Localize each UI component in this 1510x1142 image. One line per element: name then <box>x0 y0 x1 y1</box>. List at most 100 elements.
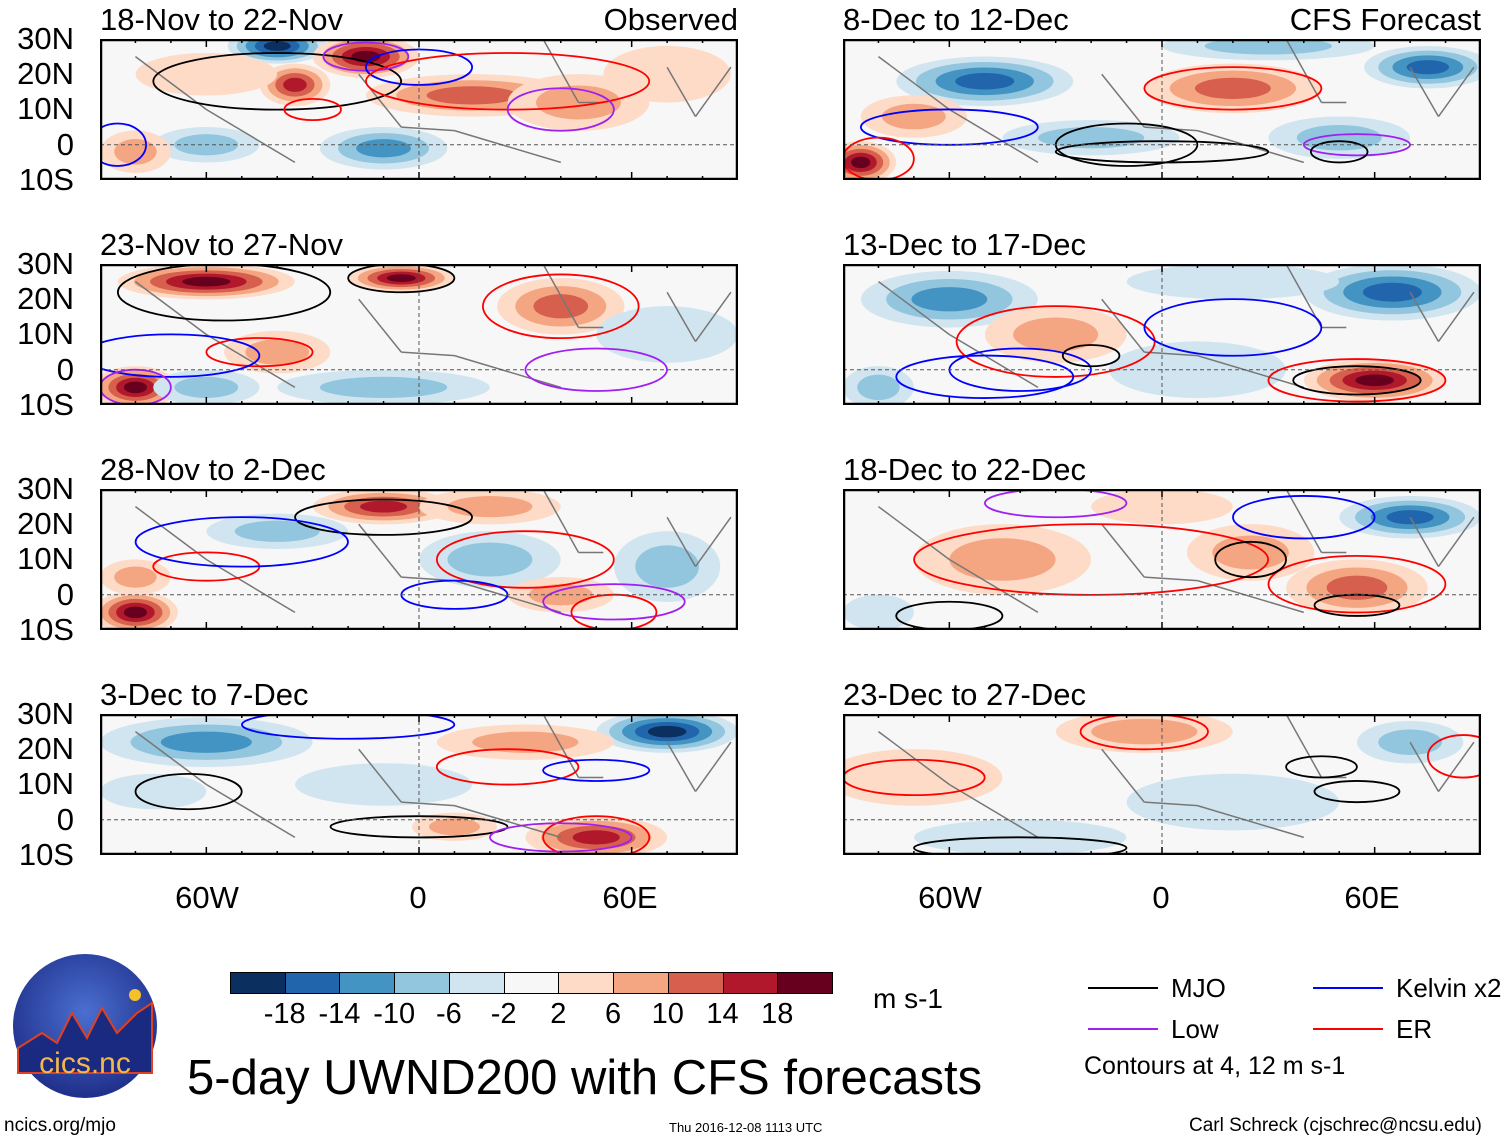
lat-tick: 30N <box>17 471 74 506</box>
colorbar-label: -14 <box>318 998 361 1030</box>
anomaly-shading <box>1378 729 1442 755</box>
anomaly-shading <box>1362 282 1422 302</box>
coastline <box>877 281 950 336</box>
anomaly-shading <box>1126 264 1340 300</box>
anomaly-shading <box>1204 39 1333 55</box>
figure-title: 5-day UWND200 with CFS forecasts <box>187 1051 983 1105</box>
anomaly-shading <box>533 294 589 319</box>
colorbar-swatch <box>339 972 396 994</box>
anomaly-shading <box>100 773 207 810</box>
timestamp: Thu 2016-12-08 1113 UTC <box>669 1120 823 1135</box>
coastline <box>1409 291 1440 342</box>
coastline <box>358 523 402 578</box>
colorbar-label: 2 <box>550 998 567 1030</box>
lat-tick: 20N <box>17 281 74 317</box>
contour-er <box>481 273 640 340</box>
coastline <box>542 39 580 103</box>
coastline <box>401 351 455 357</box>
anomaly-shading <box>911 287 988 312</box>
anomaly-shading <box>472 731 579 753</box>
anomaly-shading <box>447 542 533 577</box>
contour-mjo <box>1285 755 1358 779</box>
contour-er <box>283 97 342 122</box>
contour-er <box>1267 358 1447 403</box>
coastline <box>401 801 455 807</box>
contour-kelvin-x2 <box>895 354 1075 399</box>
map-panel <box>100 489 738 630</box>
coastline <box>666 516 697 567</box>
cics-logo: cics.nc <box>13 954 157 1098</box>
coastline <box>358 298 402 353</box>
lat-tick: 10N <box>17 91 74 127</box>
contour-er <box>435 530 615 589</box>
coastline <box>1144 801 1198 807</box>
coastline <box>358 748 402 803</box>
lat-tick: 30N <box>17 246 74 281</box>
contour-kelvin-x2 <box>241 714 456 740</box>
contour-kelvin-x2 <box>1143 298 1323 357</box>
colorbar-swatch <box>558 972 615 994</box>
anomaly-shading <box>528 584 593 606</box>
coastline <box>134 506 207 561</box>
lat-tick: 0 <box>56 801 74 837</box>
panel-title: 23-Dec to 27-Dec <box>843 677 1086 712</box>
contour-mjo <box>895 600 1004 630</box>
lat-tick: 10N <box>17 316 74 352</box>
anomaly-shading <box>1126 773 1340 831</box>
contour-er <box>542 815 651 855</box>
anomaly-shading <box>319 376 448 398</box>
anomaly-shading <box>647 725 687 738</box>
anomaly-shading <box>295 763 473 806</box>
colorbar-swatch <box>777 972 833 994</box>
contour-mjo <box>1313 780 1401 804</box>
anomaly-shading <box>851 156 871 169</box>
contour-mjo <box>294 498 473 536</box>
coastline <box>542 489 580 553</box>
anomaly-shading <box>234 520 320 542</box>
coastline <box>1437 291 1475 342</box>
contour-low <box>506 87 615 132</box>
lat-tick: 20N <box>17 56 74 92</box>
coastline <box>1101 523 1145 578</box>
contour-mjo <box>1054 140 1270 164</box>
legend-label: MJO <box>1171 973 1226 1003</box>
contour-mjo <box>1214 540 1287 579</box>
legend-label: ER <box>1396 1014 1433 1044</box>
colorbar-swatch <box>230 972 286 994</box>
lat-tick: 0 <box>56 351 74 387</box>
lon-tick-0-right: 0 <box>1152 880 1170 915</box>
contour-kelvin-x2 <box>1232 495 1376 540</box>
contour-kelvin-x2 <box>134 516 349 568</box>
legend-line <box>1088 1028 1158 1030</box>
anomaly-shading <box>123 381 148 394</box>
coastline <box>1409 741 1440 792</box>
lon-tick-60e-left: 60E <box>602 880 658 915</box>
colorbar-label: -2 <box>490 998 517 1030</box>
contour-kelvin-x2 <box>100 333 261 378</box>
map-panel <box>843 714 1481 855</box>
lat-tick: 0 <box>56 126 74 162</box>
colorbar-label: 18 <box>761 998 794 1030</box>
anomaly-shading <box>596 306 738 363</box>
website-link[interactable]: ncics.org/mjo <box>4 1115 116 1136</box>
colorbar-swatch <box>503 972 560 994</box>
contour-mjo <box>913 836 1128 855</box>
coastline <box>205 333 296 389</box>
legend-label: Low <box>1171 1014 1219 1044</box>
colorbar-swatch <box>667 972 724 994</box>
coastline <box>1437 516 1475 567</box>
map-panel <box>843 489 1481 630</box>
panel-title: 18-Nov to 22-Nov <box>100 2 343 37</box>
anomaly-shading <box>174 376 239 398</box>
anomaly-shading <box>182 276 231 287</box>
lat-tick: 10N <box>17 541 74 577</box>
contour-low <box>322 41 410 72</box>
coastline <box>666 741 697 792</box>
anomaly-shading <box>386 274 416 282</box>
panel-tag: CFS Forecast <box>1289 2 1481 37</box>
coastline <box>948 333 1039 389</box>
anomaly-shading <box>1013 317 1099 352</box>
anomaly-shading <box>1296 124 1382 151</box>
coastline <box>948 558 1039 614</box>
